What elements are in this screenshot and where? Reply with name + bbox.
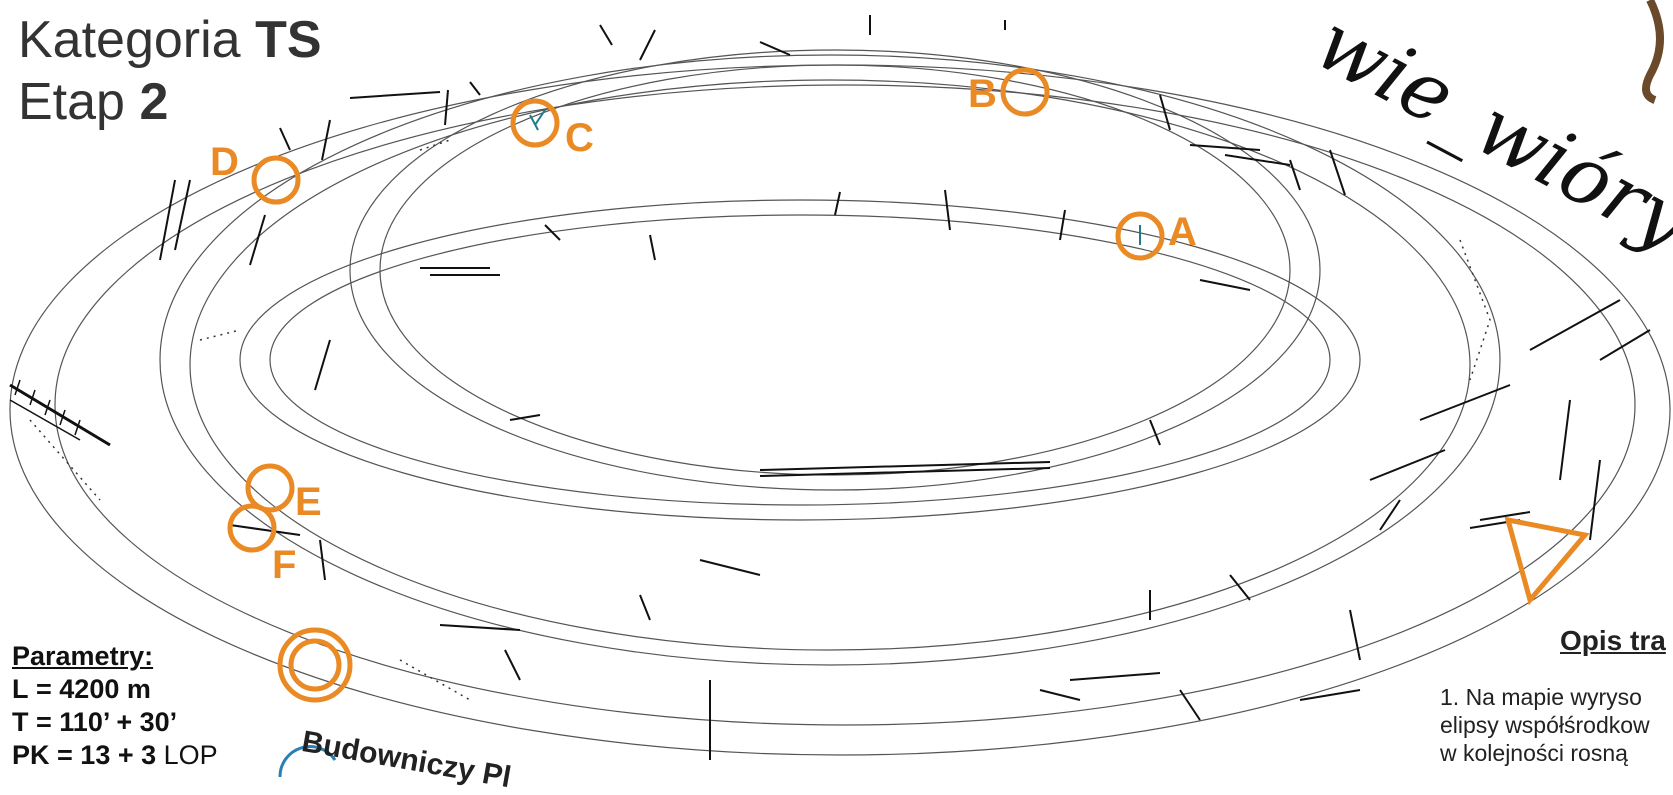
control-circles: [227, 67, 1165, 553]
course-parameters: Parametry: L = 4200 m T = 110’ + 30’ PK …: [12, 640, 218, 772]
control-label-f: F: [272, 543, 297, 587]
builder-logo-arc: [278, 745, 337, 777]
railway-track: [9, 379, 111, 447]
category-value: TS: [255, 11, 322, 69]
control-circle-c: [510, 98, 560, 148]
time-label: T: [12, 707, 29, 737]
map-features: [159, 15, 1651, 760]
page-title-category: Kategoria TS: [18, 14, 322, 66]
control-label-b: B: [968, 72, 997, 116]
stage-value: 2: [139, 73, 169, 131]
pk-value: = 13 + 3: [57, 740, 157, 770]
watermark-animal-figure: [1642, 0, 1664, 104]
parameters-header: Parametry:: [12, 641, 154, 671]
control-circle-a: [1115, 211, 1165, 261]
control-label-a: A: [1168, 210, 1197, 254]
time-value: = 110’ + 30’: [36, 707, 178, 737]
description-line: 1. Na mapie wyryso: [1440, 684, 1642, 710]
control-circle-f: [227, 503, 277, 553]
control-circle-b: [1000, 67, 1050, 117]
control-label-d: D: [210, 140, 239, 184]
page-title-stage: Etap 2: [18, 76, 168, 128]
stage-prefix: Etap: [18, 73, 125, 131]
control-circle-e: [245, 463, 295, 513]
description-line: elipsy współśrodkow: [1440, 712, 1650, 738]
control-circle-d: [251, 155, 301, 205]
concentric-ellipses: [9, 49, 1671, 756]
start-triangle: [1504, 516, 1590, 606]
course-description-text: 1. Na mapie wyryso elipsy współśrodkow w…: [1440, 683, 1650, 767]
length-label: L: [12, 674, 29, 704]
parameter-time: T = 110’ + 30’: [12, 706, 218, 739]
description-line: w kolejności rosną: [1440, 740, 1628, 766]
dotted-vegetation-boundaries: [29, 139, 1491, 701]
parameter-length: L = 4200 m: [12, 673, 218, 706]
control-label-e: E: [295, 480, 322, 524]
pk-label: PK: [12, 740, 50, 770]
teal-features: [529, 109, 1141, 245]
finish-marker: [277, 627, 353, 703]
orienteering-map: [9, 0, 1671, 777]
length-value: = 4200 m: [36, 674, 151, 704]
pk-suffix: LOP: [163, 740, 218, 770]
course-description-title: Opis tra: [1560, 625, 1666, 656]
control-label-c: C: [565, 116, 594, 160]
parameter-control-points: PK = 13 + 3 LOP: [12, 739, 218, 772]
category-prefix: Kategoria: [18, 11, 241, 69]
